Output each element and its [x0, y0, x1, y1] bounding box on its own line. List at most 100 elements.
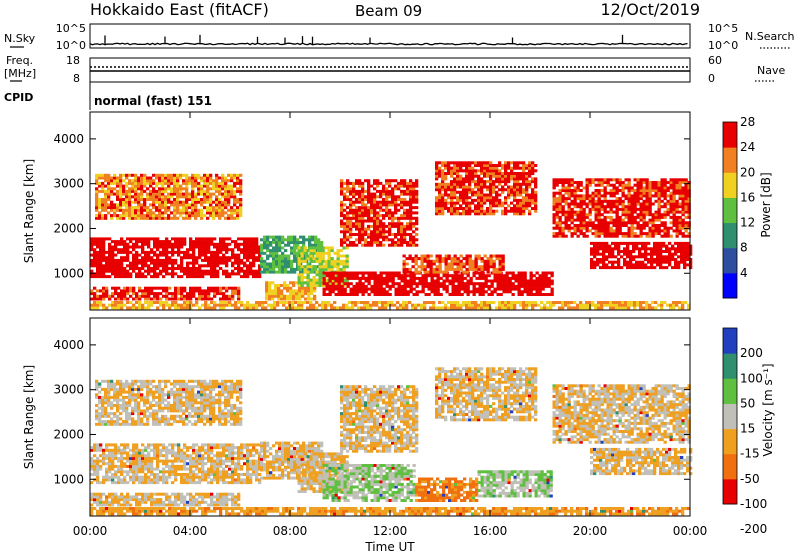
power-cell: [258, 272, 262, 276]
power-cell: [277, 286, 281, 290]
power-cell: [284, 254, 288, 258]
power-cell: [510, 209, 514, 213]
power-cell: [612, 221, 616, 225]
power-cell: [391, 198, 395, 201]
power-cell: [162, 286, 166, 290]
power-cell: [165, 245, 169, 249]
power-cell: [582, 224, 586, 227]
power-cell: [513, 174, 517, 178]
power-cell: [590, 241, 594, 245]
power-cell: [274, 292, 278, 296]
power-cell: [290, 265, 294, 269]
power-cell: [99, 253, 103, 257]
power-cell: [293, 241, 297, 244]
power-cell: [349, 198, 353, 201]
power-cell: [528, 164, 532, 167]
power-cell: [231, 264, 235, 268]
power-cell: [394, 184, 398, 188]
power-cell: [591, 199, 595, 203]
power-cell: [161, 195, 165, 199]
power-cell: [224, 181, 228, 185]
power-cell: [456, 172, 460, 175]
power-cell: [152, 189, 156, 193]
power-cell: [198, 256, 202, 260]
power-cell: [409, 198, 413, 201]
power-cell: [659, 260, 663, 264]
power-cell: [367, 241, 371, 244]
power-cell: [626, 241, 630, 245]
power-cell: [394, 203, 398, 207]
power-cell: [177, 303, 181, 307]
power-cell: [149, 176, 153, 180]
power-cell: [114, 253, 118, 257]
power-cell: [469, 276, 473, 280]
power-cell: [624, 178, 628, 182]
power-cell: [90, 258, 94, 262]
power-cell: [278, 259, 282, 263]
power-cell: [474, 267, 478, 271]
power-cell: [662, 241, 666, 245]
power-cell: [552, 199, 556, 203]
power-cell: [343, 274, 347, 278]
power-cell: [465, 257, 469, 261]
power-cell: [517, 287, 521, 291]
power-cell: [144, 275, 148, 279]
power-cell: [602, 263, 606, 267]
power-cell: [191, 195, 195, 199]
noise-right-tick-bottom: 10^0: [708, 39, 738, 52]
power-cell: [227, 184, 231, 188]
power-cell: [134, 214, 138, 218]
power-cell: [603, 218, 607, 222]
power-cell: [441, 209, 445, 213]
power-cell: [370, 290, 374, 294]
power-cell: [224, 189, 228, 193]
power-cell: [507, 177, 511, 181]
power-cell: [349, 230, 353, 234]
power-cell: [125, 184, 129, 188]
power-cell: [153, 264, 157, 268]
power-cell: [415, 219, 419, 223]
power-cell: [373, 222, 377, 226]
power-cell: [453, 190, 457, 194]
power-cell: [600, 181, 604, 184]
power-cell: [570, 199, 574, 203]
power-cell: [345, 246, 349, 250]
power-cell: [149, 198, 153, 201]
power-cell: [140, 206, 144, 210]
power-cell: [403, 290, 407, 294]
power-cell: [672, 210, 676, 214]
power-cell: [453, 254, 457, 258]
power-cell: [129, 250, 133, 254]
nave-right-tick-bottom: 0: [708, 72, 715, 85]
power-cell: [249, 267, 253, 270]
power-cell: [591, 202, 595, 206]
power-cell: [633, 221, 637, 225]
power-cell: [402, 259, 406, 263]
power-cell: [117, 248, 121, 252]
power-cell: [642, 194, 646, 198]
power-cell: [333, 281, 337, 285]
power-cell: [498, 201, 502, 205]
power-cell: [635, 244, 639, 248]
power-cell: [123, 242, 127, 246]
power-cell: [322, 293, 326, 296]
power-cell: [99, 289, 103, 293]
power-cell: [191, 208, 195, 212]
power-cell: [480, 166, 484, 170]
power-cell: [615, 210, 619, 214]
power-cell: [191, 214, 195, 218]
power-cell: [468, 257, 472, 261]
power-cell: [177, 286, 181, 290]
power-cell: [627, 234, 631, 238]
power-cell: [474, 262, 478, 266]
power-cell: [532, 282, 536, 286]
power-cell: [414, 257, 418, 261]
power-cell: [290, 270, 294, 274]
power-cell: [290, 249, 294, 253]
power-cell: [498, 267, 502, 271]
power-cell: [626, 266, 630, 270]
power-cell: [370, 241, 374, 244]
power-cell: [683, 241, 687, 245]
power-cell: [297, 276, 301, 279]
power-cell: [474, 182, 478, 186]
